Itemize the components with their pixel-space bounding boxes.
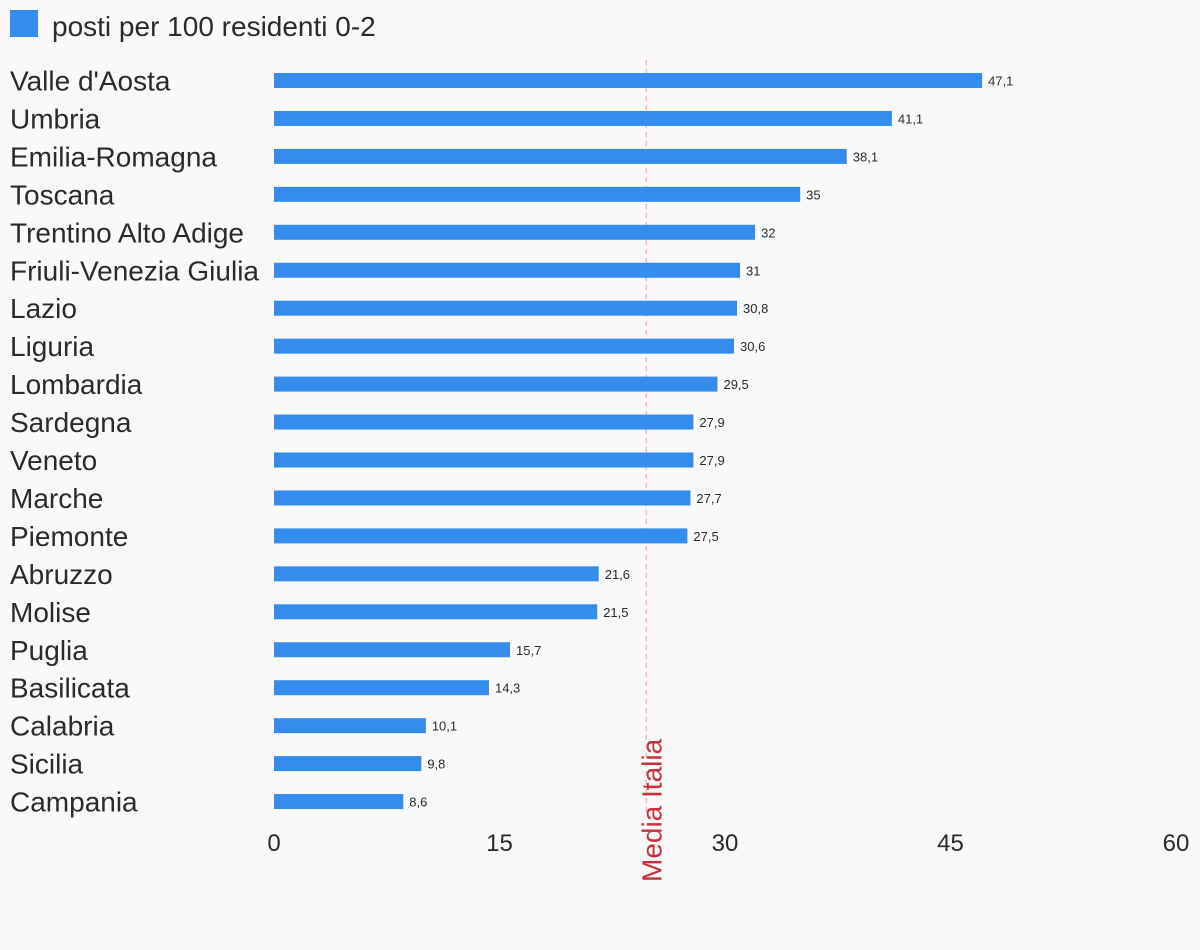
x-tick-label: 0 [267,830,280,857]
value-label: 10,1 [432,719,457,734]
value-label: 47,1 [988,74,1013,89]
value-label: 27,9 [699,415,724,430]
x-tick-label: 60 [1163,830,1190,857]
value-label: 15,7 [516,643,541,658]
category-labels: Valle d'Aosta Umbria Emilia-Romagna Toscana… [10,66,259,818]
bar [274,756,422,772]
bar [274,300,738,316]
value-label: 29,5 [723,377,748,392]
category-label: Marche [10,483,103,514]
legend-label: posti per 100 residenti 0-2 [52,11,376,42]
category-label: Umbria [10,103,101,134]
category-label: Puglia [10,635,88,666]
x-tick-label: 45 [937,830,964,857]
x-axis-tick-labels: 0 15 30 45 60 [267,830,1189,857]
reference-line-group: Media Italia [636,60,667,882]
value-label: 8,6 [409,795,427,810]
bar [274,794,404,810]
bar [274,186,801,202]
bar [274,604,598,620]
bars [274,73,983,810]
category-label: Toscana [10,179,115,210]
category-label: Lombardia [10,369,143,400]
value-label: 27,7 [696,491,721,506]
bar [274,110,892,126]
bar [274,490,691,506]
bar [274,452,694,468]
category-label: Abruzzo [10,559,113,590]
category-label: Calabria [10,711,115,742]
bar [274,414,694,430]
bar [274,262,741,278]
bar [274,224,756,240]
value-label: 41,1 [898,111,923,126]
bar [274,376,718,392]
value-label: 27,9 [699,453,724,468]
value-label: 27,5 [693,529,718,544]
x-tick-label: 30 [712,830,739,857]
bar [274,642,511,658]
bar [274,73,983,88]
category-label: Valle d'Aosta [10,66,171,97]
legend: posti per 100 residenti 0-2 [10,10,376,42]
category-label: Basilicata [10,673,130,704]
category-label: Trentino Alto Adige [10,217,244,248]
category-label: Sicilia [10,749,84,780]
category-label: Molise [10,597,91,628]
value-label: 35 [806,187,820,202]
category-label: Emilia-Romagna [10,141,217,172]
value-label: 30,8 [743,301,768,316]
bar [274,148,847,164]
value-label: 21,5 [603,605,628,620]
value-label: 32 [761,225,775,240]
category-label: Sardegna [10,407,132,438]
bar [274,718,426,734]
value-label: 38,1 [853,149,878,164]
reference-line-label: Media Italia [636,738,667,882]
legend-swatch [10,10,38,37]
value-label: 31 [746,263,760,278]
category-label: Campania [10,787,138,818]
category-label: Liguria [10,331,94,362]
category-label: Lazio [10,293,77,324]
value-label: 21,6 [605,567,630,582]
value-labels: 47,1 41,1 38,1 35 32 31 30,8 30,6 29,5 27,9 27,9 27… [409,74,1013,810]
bar [274,680,489,696]
category-label: Friuli-Venezia Giulia [10,255,259,286]
x-tick-label: 15 [486,830,513,857]
value-label: 14,3 [495,681,520,696]
category-label: Veneto [10,445,97,476]
bar [274,528,688,544]
value-label: 30,6 [740,339,765,354]
value-label: 9,8 [427,757,445,772]
category-label: Piemonte [10,521,128,552]
bar [274,566,599,582]
bar [274,338,735,354]
